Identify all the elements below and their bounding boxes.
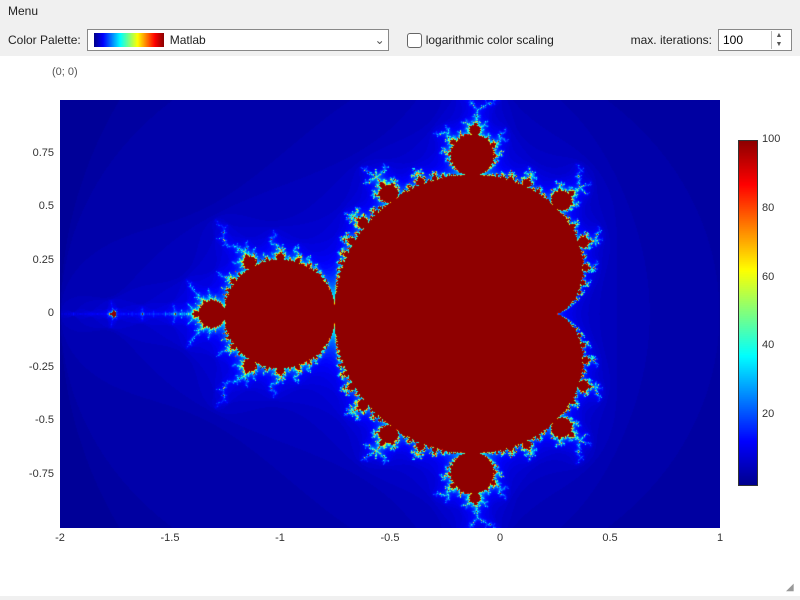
palette-dropdown[interactable]: Matlab ⌄ bbox=[87, 29, 389, 51]
colorbar bbox=[738, 140, 758, 486]
palette-label: Color Palette: bbox=[8, 33, 81, 47]
colorbar-tick: 20 bbox=[762, 408, 774, 420]
plot-area: (0; 0) -2 -1.5 -1 -0.5 0 0.5 1 -0.75 -0.5 -0.25 0… bbox=[0, 56, 800, 596]
max-iter-label: max. iterations: bbox=[631, 33, 712, 47]
max-iter-spinner[interactable]: ▲ ▼ bbox=[718, 29, 792, 51]
max-iter-input[interactable] bbox=[719, 33, 771, 47]
log-scaling-checkbox[interactable]: logarithmic color scaling bbox=[407, 33, 554, 48]
x-tick: -0.5 bbox=[378, 532, 402, 544]
spinner-up-icon[interactable]: ▲ bbox=[772, 31, 786, 40]
y-tick: -0.25 bbox=[18, 361, 54, 373]
chevron-down-icon: ⌄ bbox=[372, 33, 388, 47]
menubar: Menu bbox=[0, 0, 800, 23]
y-tick: -0.5 bbox=[18, 414, 54, 426]
x-tick: -2 bbox=[48, 532, 72, 544]
spinner-down-icon[interactable]: ▼ bbox=[772, 40, 786, 49]
y-tick: 0.25 bbox=[18, 254, 54, 266]
toolbar: Color Palette: Matlab ⌄ logarithmic colo… bbox=[0, 23, 800, 57]
palette-preview-gradient bbox=[94, 33, 164, 47]
y-tick: 0 bbox=[18, 307, 54, 319]
resize-grip-icon: ◢ bbox=[786, 582, 798, 594]
x-tick: -1 bbox=[268, 532, 292, 544]
x-tick: 0.5 bbox=[598, 532, 622, 544]
y-tick: -0.75 bbox=[18, 468, 54, 480]
log-scaling-label: logarithmic color scaling bbox=[426, 33, 554, 47]
colorbar-tick: 60 bbox=[762, 271, 774, 283]
palette-selected-name: Matlab bbox=[170, 33, 372, 47]
y-tick: 0.5 bbox=[18, 200, 54, 212]
colorbar-tick: 40 bbox=[762, 339, 774, 351]
x-tick: 1 bbox=[708, 532, 732, 544]
colorbar-tick: 100 bbox=[762, 133, 780, 145]
menu-item-menu[interactable]: Menu bbox=[8, 4, 38, 18]
cursor-coordinate-readout: (0; 0) bbox=[52, 66, 78, 78]
mandelbrot-canvas[interactable] bbox=[60, 100, 720, 528]
colorbar-tick: 80 bbox=[762, 202, 774, 214]
x-tick: 0 bbox=[488, 532, 512, 544]
y-tick: 0.75 bbox=[18, 147, 54, 159]
x-tick: -1.5 bbox=[158, 532, 182, 544]
checkbox-box bbox=[407, 33, 422, 48]
